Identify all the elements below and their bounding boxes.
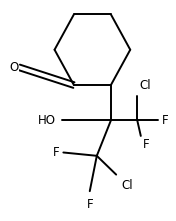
- Text: F: F: [53, 146, 60, 159]
- Text: Cl: Cl: [139, 79, 151, 92]
- Text: F: F: [86, 198, 93, 211]
- Text: HO: HO: [38, 114, 56, 127]
- Text: F: F: [143, 138, 149, 151]
- Text: Cl: Cl: [121, 179, 133, 192]
- Text: O: O: [10, 61, 19, 74]
- Text: F: F: [162, 114, 169, 127]
